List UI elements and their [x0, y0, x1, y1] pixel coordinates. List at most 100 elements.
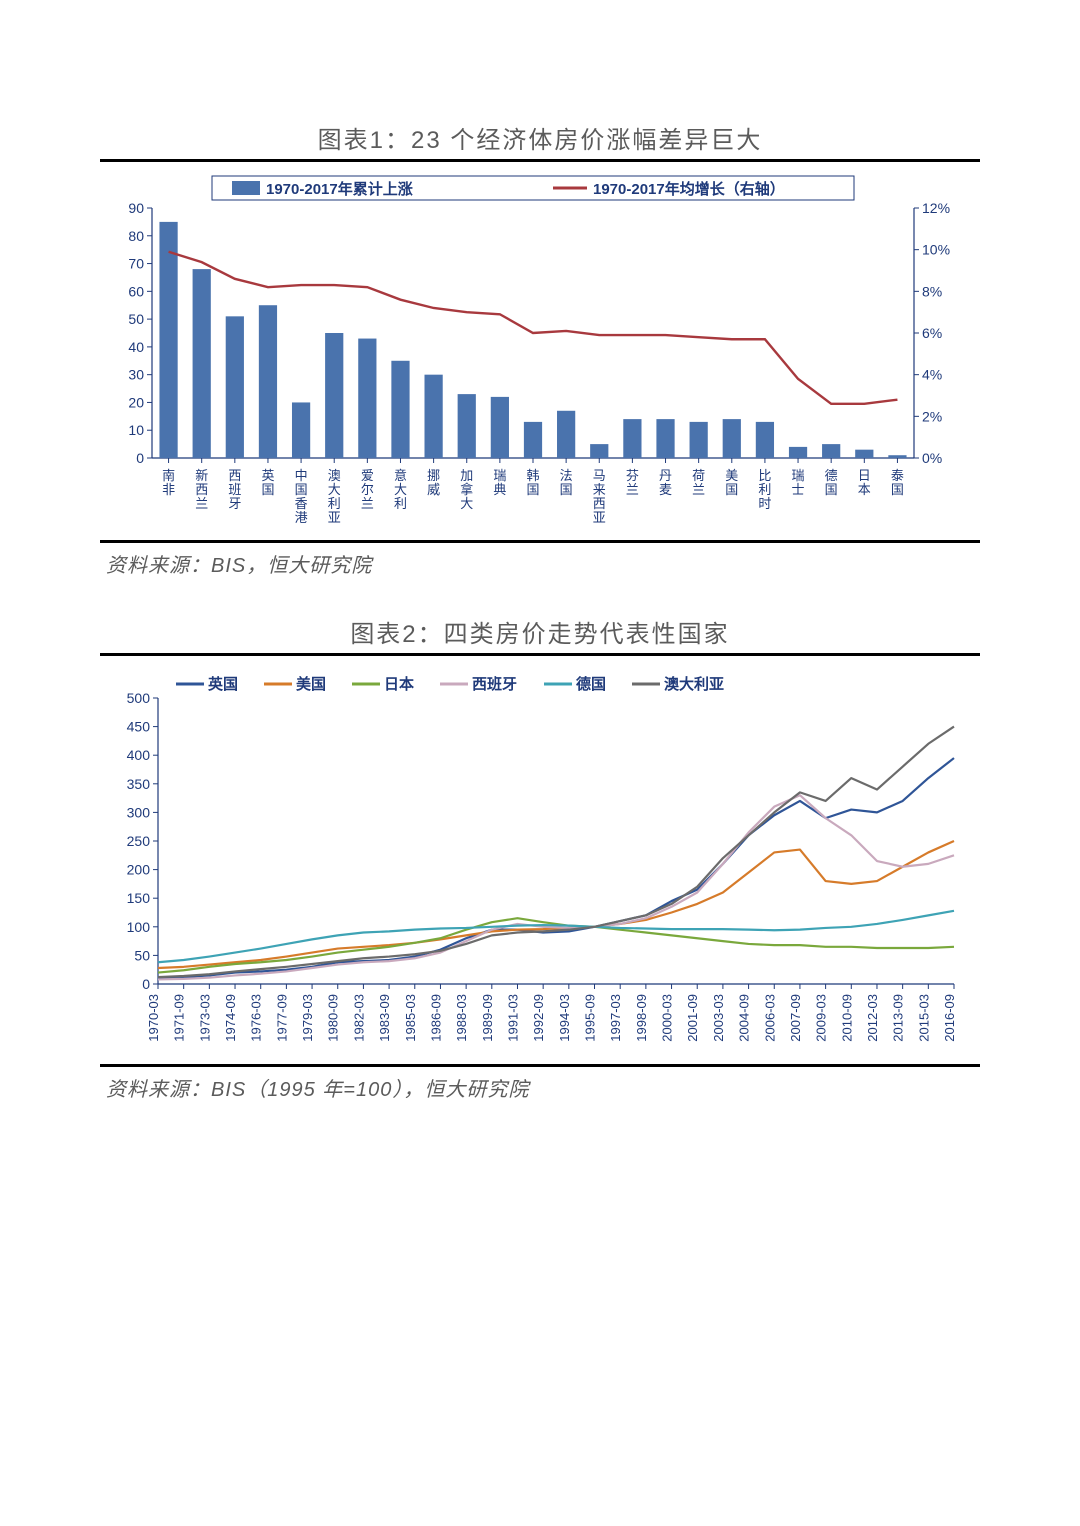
- svg-text:60: 60: [128, 283, 144, 299]
- svg-text:意: 意: [394, 468, 407, 483]
- svg-text:0: 0: [136, 450, 144, 466]
- svg-text:西: 西: [228, 468, 241, 483]
- svg-text:德国: 德国: [576, 675, 606, 693]
- chart2-svg: 0501001502002503003504004505001970-03197…: [108, 662, 968, 1062]
- svg-text:兰: 兰: [626, 482, 639, 497]
- svg-text:兰: 兰: [195, 496, 208, 511]
- svg-text:英国: 英国: [208, 675, 238, 693]
- svg-text:尔: 尔: [361, 482, 374, 497]
- svg-text:兰: 兰: [361, 496, 374, 511]
- svg-text:1994-03: 1994-03: [557, 994, 572, 1042]
- svg-text:30: 30: [128, 367, 144, 383]
- svg-text:1980-09: 1980-09: [326, 994, 341, 1042]
- chart1-block: 图表1：23 个经济体房价涨幅差异巨大 01020304050607080900…: [100, 120, 980, 578]
- svg-text:美: 美: [725, 468, 738, 483]
- svg-text:利: 利: [394, 496, 407, 511]
- svg-text:加: 加: [460, 468, 473, 483]
- svg-text:1991-03: 1991-03: [505, 994, 520, 1042]
- svg-text:亚: 亚: [593, 510, 606, 525]
- svg-text:马: 马: [593, 468, 606, 483]
- svg-text:2004-09: 2004-09: [737, 994, 752, 1042]
- svg-text:0%: 0%: [922, 450, 942, 466]
- svg-text:利: 利: [758, 482, 771, 497]
- svg-text:2003-03: 2003-03: [711, 994, 726, 1042]
- svg-text:4%: 4%: [922, 367, 942, 383]
- svg-text:泰: 泰: [891, 468, 904, 483]
- svg-text:10%: 10%: [922, 242, 950, 258]
- svg-text:国: 国: [825, 482, 838, 497]
- svg-text:400: 400: [127, 747, 151, 763]
- svg-text:2006-03: 2006-03: [762, 994, 777, 1042]
- svg-text:英: 英: [261, 468, 274, 483]
- svg-text:新: 新: [195, 468, 208, 483]
- svg-text:韩: 韩: [526, 468, 539, 483]
- svg-text:澳: 澳: [328, 468, 341, 483]
- svg-text:大: 大: [328, 482, 341, 497]
- svg-text:南: 南: [162, 468, 175, 483]
- svg-text:挪: 挪: [427, 468, 440, 483]
- svg-text:70: 70: [128, 256, 144, 272]
- svg-text:100: 100: [127, 919, 151, 935]
- svg-text:国: 国: [295, 482, 308, 497]
- chart1-source: 资料来源：BIS，恒大研究院: [100, 543, 980, 578]
- svg-text:1973-03: 1973-03: [197, 994, 212, 1042]
- svg-text:西: 西: [593, 496, 606, 511]
- svg-text:350: 350: [127, 776, 151, 792]
- chart1-title: 图表1：23 个经济体房价涨幅差异巨大: [100, 120, 980, 155]
- svg-text:典: 典: [493, 482, 506, 497]
- chart2-title: 图表2：四类房价走势代表性国家: [100, 614, 980, 649]
- svg-text:90: 90: [128, 200, 144, 216]
- svg-text:兰: 兰: [692, 482, 705, 497]
- chart1-frame: 01020304050607080900%2%4%6%8%10%12%南非新西兰…: [100, 159, 980, 543]
- svg-text:1995-09: 1995-09: [583, 994, 598, 1042]
- svg-text:麦: 麦: [659, 482, 672, 497]
- svg-text:中: 中: [295, 468, 308, 483]
- svg-text:美国: 美国: [296, 675, 326, 693]
- svg-text:1997-03: 1997-03: [608, 994, 623, 1042]
- svg-text:班: 班: [228, 482, 241, 497]
- svg-text:500: 500: [127, 690, 151, 706]
- svg-text:150: 150: [127, 890, 151, 906]
- svg-text:1971-09: 1971-09: [172, 994, 187, 1042]
- svg-text:1970-2017年均增长（右轴）: 1970-2017年均增长（右轴）: [593, 180, 785, 198]
- svg-text:2013-09: 2013-09: [891, 994, 906, 1042]
- svg-text:国: 国: [261, 482, 274, 497]
- svg-text:250: 250: [127, 833, 151, 849]
- svg-text:爱: 爱: [361, 468, 374, 483]
- svg-text:1989-09: 1989-09: [480, 994, 495, 1042]
- svg-text:12%: 12%: [922, 200, 950, 216]
- svg-text:日: 日: [858, 468, 871, 483]
- svg-text:利: 利: [328, 496, 341, 511]
- svg-text:丹: 丹: [659, 468, 672, 483]
- svg-text:芬: 芬: [626, 468, 639, 483]
- svg-text:1970-03: 1970-03: [146, 994, 161, 1042]
- svg-text:1986-09: 1986-09: [428, 994, 443, 1042]
- svg-text:日本: 日本: [384, 675, 414, 693]
- svg-text:2016-09: 2016-09: [942, 994, 957, 1042]
- svg-text:80: 80: [128, 228, 144, 244]
- svg-text:瑞: 瑞: [493, 468, 506, 483]
- svg-text:1977-09: 1977-09: [274, 994, 289, 1042]
- svg-text:1976-03: 1976-03: [249, 994, 264, 1042]
- svg-text:2015-03: 2015-03: [916, 994, 931, 1042]
- chart2-source: 资料来源：BIS（1995 年=100），恒大研究院: [100, 1067, 980, 1102]
- svg-text:2010-09: 2010-09: [839, 994, 854, 1042]
- svg-text:50: 50: [134, 947, 150, 963]
- chart1-svg: 01020304050607080900%2%4%6%8%10%12%南非新西兰…: [108, 168, 968, 538]
- svg-text:澳大利亚: 澳大利亚: [664, 675, 724, 693]
- svg-text:国: 国: [526, 482, 539, 497]
- svg-text:荷: 荷: [692, 468, 705, 483]
- svg-text:2001-09: 2001-09: [685, 994, 700, 1042]
- svg-text:瑞: 瑞: [792, 468, 805, 483]
- svg-text:拿: 拿: [460, 482, 473, 497]
- svg-text:0: 0: [142, 976, 150, 992]
- svg-text:国: 国: [725, 482, 738, 497]
- svg-text:2009-03: 2009-03: [814, 994, 829, 1042]
- svg-text:1992-09: 1992-09: [531, 994, 546, 1042]
- svg-text:本: 本: [858, 482, 871, 497]
- svg-text:亚: 亚: [328, 510, 341, 525]
- svg-text:西: 西: [195, 482, 208, 497]
- svg-text:比: 比: [758, 468, 771, 483]
- svg-text:国: 国: [560, 482, 573, 497]
- svg-text:2000-03: 2000-03: [660, 994, 675, 1042]
